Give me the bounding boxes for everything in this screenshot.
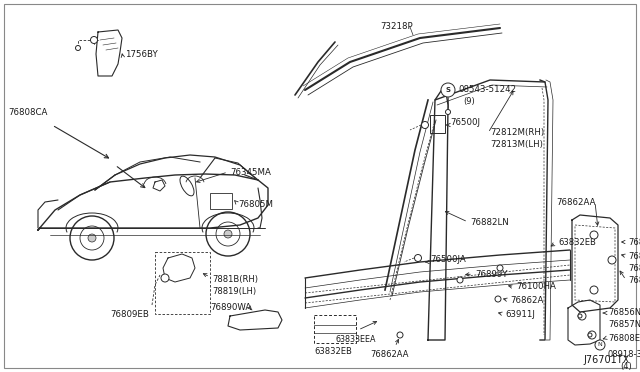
- Text: 76809EB: 76809EB: [110, 310, 149, 319]
- Circle shape: [90, 36, 97, 44]
- Circle shape: [216, 222, 240, 246]
- Circle shape: [578, 314, 582, 318]
- Text: 76899Y: 76899Y: [475, 270, 508, 279]
- Circle shape: [76, 45, 81, 51]
- Bar: [314, 315, 356, 343]
- Circle shape: [590, 231, 598, 239]
- Circle shape: [224, 230, 232, 238]
- Circle shape: [70, 216, 114, 260]
- Text: 08918-3062A: 08918-3062A: [608, 350, 640, 359]
- Circle shape: [441, 83, 455, 97]
- Text: S: S: [445, 87, 451, 93]
- Circle shape: [608, 256, 616, 264]
- Circle shape: [457, 277, 463, 283]
- Circle shape: [415, 254, 422, 262]
- Text: 7881B(RH): 7881B(RH): [212, 275, 258, 284]
- Circle shape: [445, 109, 451, 115]
- Text: 76808E: 76808E: [608, 334, 640, 343]
- Text: 76862AA: 76862AA: [556, 198, 595, 207]
- Text: 08543-51242: 08543-51242: [458, 85, 516, 94]
- Circle shape: [588, 331, 596, 339]
- Text: 76857N(LH): 76857N(LH): [608, 320, 640, 329]
- Text: 76851P(LH): 76851P(LH): [628, 264, 640, 273]
- Text: 76862AA: 76862AA: [370, 350, 408, 359]
- Bar: [155, 252, 210, 314]
- Text: 63832EB: 63832EB: [558, 238, 596, 247]
- Text: 76808CA: 76808CA: [8, 108, 47, 117]
- Text: 76882LN: 76882LN: [470, 218, 509, 227]
- Text: 76898W: 76898W: [628, 238, 640, 247]
- Circle shape: [497, 265, 503, 271]
- Text: 76345MA: 76345MA: [230, 168, 271, 177]
- Text: (9): (9): [463, 97, 475, 106]
- Circle shape: [422, 122, 429, 128]
- Circle shape: [495, 296, 501, 302]
- Text: 76890WA: 76890WA: [210, 303, 252, 312]
- Circle shape: [161, 274, 169, 282]
- Text: 76850P(RH): 76850P(RH): [628, 252, 640, 261]
- Text: 63833EEA: 63833EEA: [336, 335, 376, 344]
- Text: 63911J: 63911J: [505, 310, 535, 319]
- Circle shape: [595, 340, 605, 350]
- Bar: [210, 193, 232, 209]
- Circle shape: [80, 226, 104, 250]
- Text: 76899BX: 76899BX: [628, 276, 640, 285]
- Text: 63832EB: 63832EB: [314, 347, 352, 356]
- Text: 76500JA: 76500JA: [430, 255, 466, 264]
- Text: 72813M(LH): 72813M(LH): [490, 140, 543, 149]
- Text: J76701TX: J76701TX: [584, 355, 630, 365]
- Circle shape: [397, 332, 403, 338]
- Text: 76805M: 76805M: [238, 200, 273, 209]
- Text: 76856N(RH): 76856N(RH): [608, 308, 640, 317]
- Text: (4): (4): [620, 362, 632, 371]
- Circle shape: [588, 333, 592, 337]
- Bar: [430, 115, 445, 133]
- Circle shape: [590, 286, 598, 294]
- Text: 76862A: 76862A: [510, 296, 543, 305]
- Circle shape: [88, 234, 96, 242]
- Circle shape: [578, 312, 586, 320]
- Circle shape: [206, 212, 250, 256]
- Text: 1756BY: 1756BY: [125, 50, 157, 59]
- Text: 72812M(RH): 72812M(RH): [490, 128, 544, 137]
- Text: 78819(LH): 78819(LH): [212, 287, 256, 296]
- Text: 76500J: 76500J: [450, 118, 480, 127]
- Text: 73218P: 73218P: [380, 22, 413, 31]
- Text: N: N: [598, 343, 602, 347]
- Text: 76100HA: 76100HA: [516, 282, 556, 291]
